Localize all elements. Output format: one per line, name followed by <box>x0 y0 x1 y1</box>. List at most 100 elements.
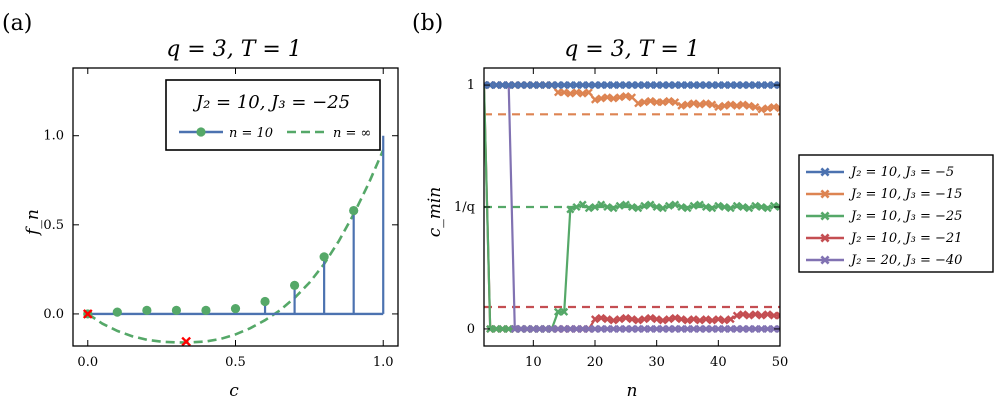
panel-b-series-2-marker <box>498 324 507 333</box>
panel-b-series-2-marker <box>640 201 649 210</box>
panel-b-xtick-label: 20 <box>587 355 604 370</box>
panel-b-series-0-marker-b <box>584 81 593 90</box>
panel-b-series-4-marker-b <box>640 324 649 333</box>
panel-b-series-0-marker-b <box>535 81 544 90</box>
panel-a-chart: (a) q = 3, T = 1 c f_n 0.0 0.5 1.0 0.0 0.5 1.… <box>2 11 399 401</box>
panel-b-series-0-marker-b <box>683 81 692 90</box>
panel-b-series-4-marker-b <box>566 324 575 333</box>
panel-b-series-0-marker-b <box>689 81 698 90</box>
panel-b-series-1-marker <box>615 93 624 102</box>
panel-b-legend-swatch-marker-1-b <box>820 189 830 199</box>
panel-b-series-2-marker-b <box>689 201 698 210</box>
panel-b-series-2-marker-b <box>701 202 711 212</box>
panel-b-series-2-marker <box>775 202 780 212</box>
panel-b-series-1-marker <box>720 101 729 110</box>
panel-b-series-0-marker <box>738 81 748 90</box>
panel-b-series-3-marker <box>658 316 667 325</box>
panel-b-series-1-marker <box>566 89 575 98</box>
panel-b-series-3-marker <box>701 315 711 324</box>
panel-b-series-2-marker-b <box>553 307 563 316</box>
panel-b-series-1-marker-b <box>689 99 698 108</box>
panel-b-series-2-marker <box>603 202 612 212</box>
panel-b-series-4-marker-b <box>572 324 581 333</box>
panel-b-series-0-marker-b <box>578 81 587 90</box>
panel-b-series-0-marker <box>751 81 760 90</box>
panel-b-series-2-marker <box>677 202 686 212</box>
panel-a-legend-swatch-n10-marker <box>196 127 206 137</box>
panel-b-series-4-marker-b <box>510 324 519 333</box>
panel-b-series-3-marker <box>738 310 748 319</box>
panel-b-series-1-marker-b <box>683 100 692 109</box>
panel-a-stem-marker <box>142 305 152 315</box>
panel-b-series-2-marker <box>769 201 778 210</box>
panel-b-series-2-marker-b <box>578 200 587 209</box>
panel-b-series-2-marker-b <box>584 204 593 213</box>
panel-b-series-0-marker <box>484 81 489 90</box>
panel-b-series-0-marker-b <box>763 81 772 90</box>
panel-b-series-4-marker-a <box>775 324 780 331</box>
panel-b-series-2-marker-b <box>695 200 704 209</box>
panel-b-series-2-marker <box>701 202 711 212</box>
panel-b-series-2-marker <box>757 202 766 212</box>
panel-b-ytick-label: 0 <box>467 322 475 337</box>
panel-b-series-4-marker <box>541 324 550 333</box>
panel-b-series-1-marker <box>745 101 754 110</box>
panel-b-series-4-marker <box>677 324 686 333</box>
panel-b-series-3-marker-b <box>769 311 778 320</box>
panel-b-series-0-marker <box>621 81 630 90</box>
panel-b-series-2-marker <box>652 202 661 212</box>
panel-b-series-1-marker <box>572 88 581 97</box>
panel-b-series-4-marker <box>763 324 772 333</box>
panel-b-series-4-marker <box>627 324 637 333</box>
panel-b-series-0-marker <box>516 81 526 90</box>
panel-b-series-4-marker <box>646 324 655 333</box>
panel-b-series-1-marker-b <box>621 91 630 101</box>
panel-b-series-4-marker <box>547 324 556 333</box>
panel-b-series-2-marker <box>615 201 624 210</box>
panel-b-series-1-marker <box>701 99 711 108</box>
panel-a-xtick-label: 0.5 <box>225 355 246 370</box>
panel-b-series-4-marker-b <box>535 324 544 333</box>
panel-b-series-0-marker <box>547 81 556 90</box>
panel-b-series-4-marker-b <box>516 324 526 333</box>
panel-b-legend-swatch-marker-0-b <box>820 167 830 177</box>
panel-b-series-1-marker-b <box>646 96 655 105</box>
panel-b-series-0-marker-b <box>516 81 526 90</box>
panel-b-series-1-marker-b <box>627 93 637 102</box>
panel-b-series-4-marker <box>615 324 624 333</box>
panel-b-series-2-marker <box>726 204 735 213</box>
panel-b-series-3-marker <box>652 315 661 324</box>
panel-b-series-1-marker-b <box>615 93 624 102</box>
panel-b-series-4-marker-b <box>689 324 698 333</box>
panel-a-legend-label-n10: n = 10 <box>229 126 273 141</box>
panel-b-series-0-marker-b <box>652 81 661 90</box>
panel-b-series-0-marker <box>523 81 532 90</box>
panel-b-series-1-marker <box>769 102 778 112</box>
panel-b-series-3-marker <box>775 311 780 320</box>
panel-b-series-4-marker-b <box>523 324 532 333</box>
panel-b-series-4-marker-b <box>763 324 772 333</box>
panel-b-series-0-marker <box>627 81 637 90</box>
panel-b-series-4-marker <box>708 324 717 333</box>
panel-b-series-2-marker <box>492 324 501 333</box>
panel-b-series-0-marker <box>597 81 606 90</box>
panel-b-series-4-marker-b <box>769 324 778 333</box>
panel-a-xlabel: c <box>229 381 239 401</box>
panel-b-series-3-marker-b <box>689 315 698 324</box>
panel-b-series-0-marker-b <box>708 81 717 90</box>
panel-b-series-3-marker-b <box>745 311 754 320</box>
panel-a-legend-title: J₂ = 10, J₃ = −25 <box>192 92 350 113</box>
panel-b-series-0-marker-b <box>732 81 741 90</box>
panel-b-series-1-marker-b <box>751 102 760 112</box>
panel-b-series-2-marker-b <box>566 205 575 214</box>
panel-b-series-0-marker-b <box>627 81 637 90</box>
panel-b-series-0-marker-b <box>498 81 507 90</box>
panel-b-series-0-marker-b <box>738 81 748 90</box>
panel-b-series-1-marker-b <box>664 96 674 105</box>
panel-b-series-2-marker-b <box>640 201 649 210</box>
panel-b-series-2-marker-b <box>714 201 723 210</box>
panel-b-legend-swatch-marker-2 <box>820 211 830 221</box>
panel-b-series-1-marker <box>603 93 612 102</box>
panel-b-series-0-marker <box>769 81 778 90</box>
panel-b-series-0-marker-a <box>775 81 780 87</box>
